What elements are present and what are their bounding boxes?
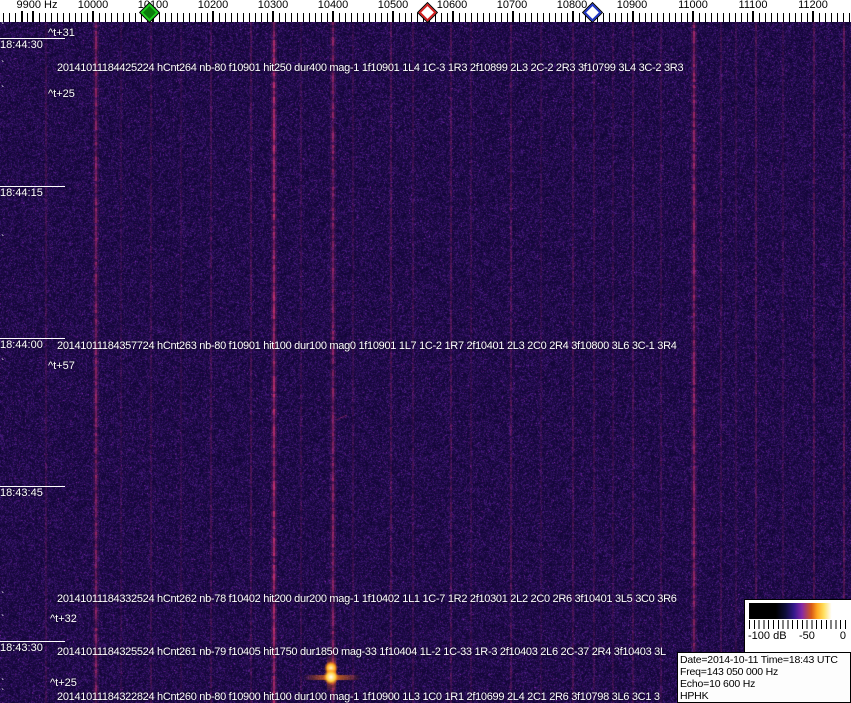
info-frequency: Freq=143 050 000 Hz [680,666,850,678]
freq-tick-label: 10800 [556,0,589,11]
freq-tick-label: 11200 [797,0,829,11]
info-date-time: Date=2014-10-11 Time=18:43 UTC [680,654,850,666]
info-echo-frequency: Echo=10 600 Hz [680,678,850,690]
colorbar-gradient [749,603,845,619]
freq-tick-label: 9900 Hz [16,0,59,11]
spectrogram-canvas[interactable] [0,22,851,703]
freq-tick-label: 10700 [496,0,529,11]
info-station-id: HPHK [680,690,850,702]
colorbar: -100 dB -50 0 [744,599,851,653]
freq-tick-label: 10200 [197,0,230,11]
freq-tick-label: 10600 [436,0,469,11]
freq-tick-label: 11000 [677,0,709,11]
freq-tick-label: 10900 [616,0,649,11]
colorbar-label-mid: -50 [799,630,815,642]
info-box: Date=2014-10-11 Time=18:43 UTC Freq=143 … [677,652,851,703]
frequency-ruler[interactable]: 9900 Hz 10000 10100 10200 10300 10400 10500 106… [0,0,851,22]
freq-tick-label: 11100 [738,0,769,11]
colorbar-label-max: 0 [840,630,846,642]
colorbar-ticks [749,620,846,629]
spectrogram-app: 9900 Hz 10000 10100 10200 10300 10400 10500 106… [0,0,851,703]
freq-tick-label: 10400 [317,0,350,11]
freq-tick-label: 10500 [377,0,410,11]
freq-tick-label: 10300 [257,0,290,11]
freq-tick-label: 10000 [77,0,110,11]
colorbar-label-min: -100 dB [748,630,787,642]
